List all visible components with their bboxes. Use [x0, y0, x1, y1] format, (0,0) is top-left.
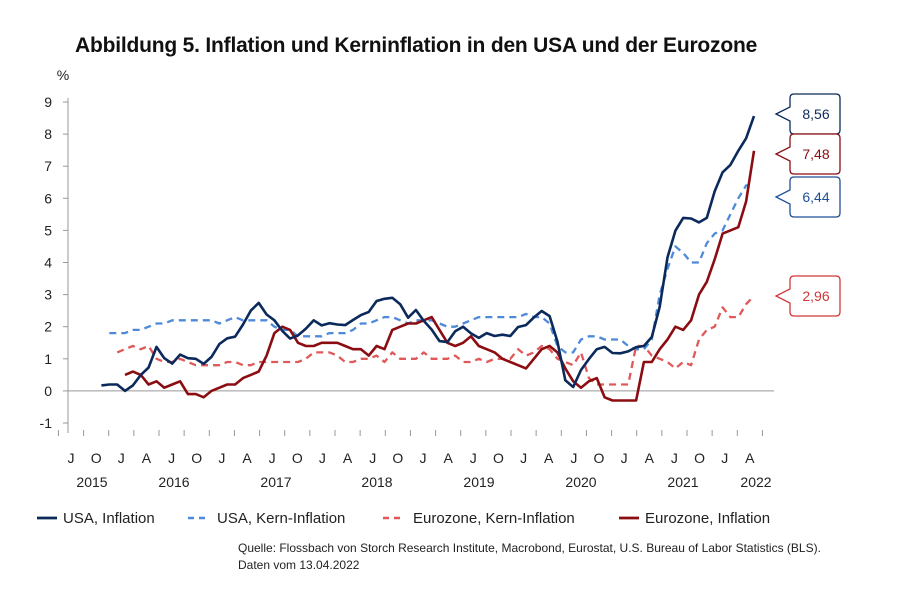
value-callout	[774, 176, 841, 218]
x-tick-label: O	[292, 450, 303, 466]
legend-label: USA, Inflation	[63, 510, 155, 527]
value-callout	[774, 275, 841, 317]
x-tick-label: A	[645, 450, 655, 466]
y-tick-label: -1	[40, 415, 53, 431]
callout-value: 8,56	[802, 106, 829, 122]
x-tick-label: J	[721, 450, 728, 466]
year-label: 2018	[361, 474, 392, 490]
x-tick-label: J	[470, 450, 477, 466]
x-tick-label: J	[520, 450, 527, 466]
y-tick-label: 1	[44, 351, 52, 367]
x-tick-label: A	[242, 450, 252, 466]
x-tick-label: O	[191, 450, 202, 466]
x-tick-label: J	[68, 450, 75, 466]
y-tick-label: 7	[44, 158, 52, 174]
x-tick-label: O	[392, 450, 403, 466]
x-tick-label: O	[694, 450, 705, 466]
x-tick-label: J	[671, 450, 678, 466]
x-tick-label: A	[544, 450, 554, 466]
year-label: 2022	[740, 474, 771, 490]
value-callout	[774, 93, 841, 135]
x-tick-label: A	[443, 450, 453, 466]
callout-value: 2,96	[802, 288, 829, 304]
legend-label: Eurozone, Inflation	[645, 510, 770, 527]
year-label: 2021	[667, 474, 698, 490]
legend-label: Eurozone, Kern-Inflation	[413, 510, 575, 527]
y-tick-label: 3	[44, 287, 52, 303]
x-tick-label: O	[91, 450, 102, 466]
series-line-eurozone-inflation	[124, 150, 756, 402]
year-label: 2016	[158, 474, 189, 490]
series-line-eurozone-kern-inflation	[116, 295, 755, 386]
chart-title: Abbildung 5. Inflation und Kerninflation…	[75, 34, 758, 57]
y-tick-label: 2	[44, 319, 52, 335]
callouts: 8,56 7,48 6,44 2,96	[774, 93, 841, 317]
x-tick-label: J	[319, 450, 326, 466]
x-tick-label: O	[493, 450, 504, 466]
legend-label: USA, Kern-Inflation	[217, 510, 345, 527]
y-tick-label: 6	[44, 190, 52, 206]
x-tick-label: A	[343, 450, 353, 466]
x-tick-label: J	[369, 450, 376, 466]
y-tick-label: 8	[44, 126, 52, 142]
x-tick-label: J	[269, 450, 276, 466]
series-line-usa-inflation	[101, 115, 756, 393]
x-tick-label: J	[570, 450, 577, 466]
x-tick-label: J	[118, 450, 125, 466]
x-tick-label: J	[218, 450, 225, 466]
x-tick-label: J	[420, 450, 427, 466]
y-tick-label: 4	[44, 255, 52, 271]
x-tick-label: O	[594, 450, 605, 466]
y-tick-label: 5	[44, 222, 52, 238]
y-unit-label: %	[57, 67, 69, 83]
year-label: 2019	[463, 474, 494, 490]
year-label: 2020	[565, 474, 596, 490]
value-callout	[774, 133, 841, 175]
x-tick-label: J	[621, 450, 628, 466]
source-note: Quelle: Flossbach von Storch Research In…	[238, 540, 821, 574]
callout-value: 6,44	[802, 189, 829, 205]
year-label: 2015	[76, 474, 107, 490]
source-line: Quelle: Flossbach von Storch Research In…	[238, 541, 821, 555]
year-label: 2017	[260, 474, 291, 490]
x-tick-label: J	[168, 450, 175, 466]
legend: USA, Inflation USA, Kern-Inflation Eurozon…	[37, 510, 770, 527]
series-layer	[101, 115, 756, 402]
series-line-usa-kern-inflation	[109, 183, 755, 354]
x-tick-label: A	[142, 450, 152, 466]
callout-value: 7,48	[802, 146, 829, 162]
y-tick-label: 9	[44, 94, 52, 110]
y-tick-label: 0	[44, 383, 52, 399]
data-date: Daten vom 13.04.2022	[238, 558, 360, 572]
x-tick-label: A	[745, 450, 755, 466]
